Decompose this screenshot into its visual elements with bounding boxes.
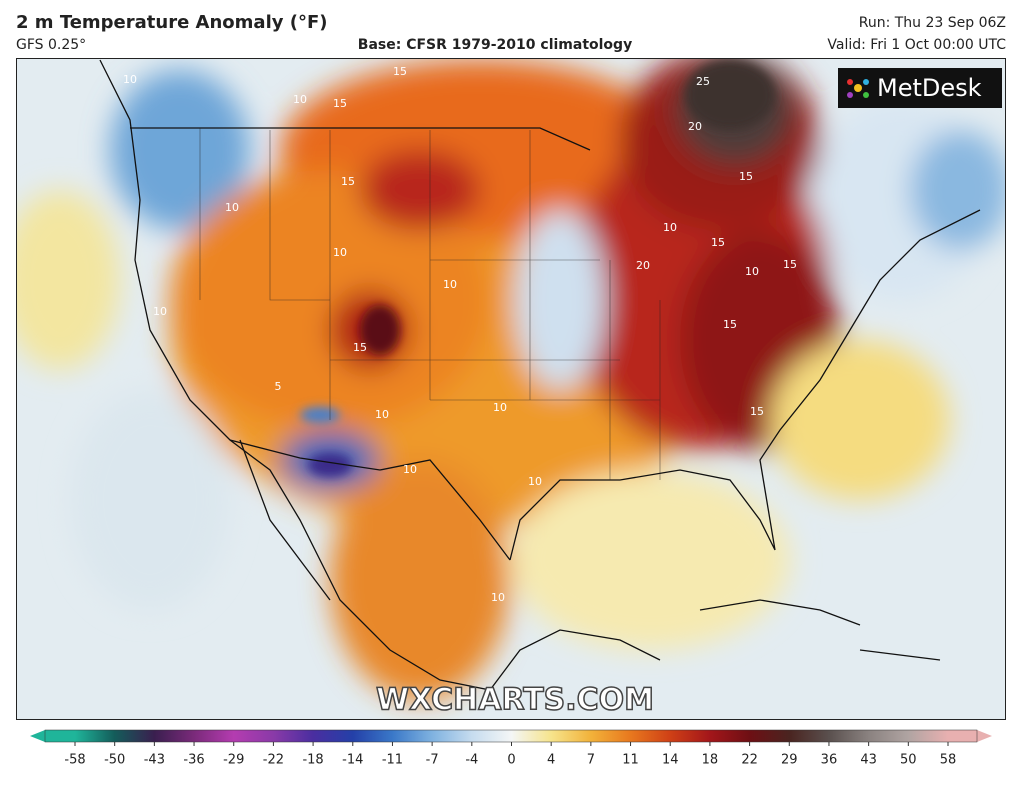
logo-icon	[847, 79, 869, 98]
legend-right-tip	[977, 730, 992, 742]
contour-label: 10	[333, 246, 347, 259]
contour-label: 15	[341, 175, 355, 188]
map: 10 15 10 15 25 20 15 15 10 10 15 20 10 15 15 10 10 15 10 10…	[17, 59, 1005, 719]
legend-label: -18	[302, 753, 323, 768]
legend-label: 50	[900, 753, 917, 768]
contour-label: 15	[333, 97, 347, 110]
contour-label: 20	[688, 120, 702, 133]
legend-label: 7	[587, 753, 595, 768]
legend-label: 58	[940, 753, 957, 768]
legend-label: -14	[342, 753, 363, 768]
legend-label: -11	[382, 753, 403, 768]
watermark: WXCHARTS.COM	[376, 683, 654, 718]
contour-label: 10	[663, 221, 677, 234]
legend-label: -36	[183, 753, 204, 768]
contour-label: 10	[293, 93, 307, 106]
legend-label: -7	[426, 753, 439, 768]
legend-label: -29	[223, 753, 244, 768]
base: Base: CFSR 1979-2010 climatology	[358, 37, 632, 53]
legend-left-tip	[30, 730, 45, 742]
contour-label: 15	[393, 65, 407, 78]
legend-label: 14	[662, 753, 679, 768]
legend-label: 11	[622, 753, 639, 768]
contour-label: 10	[123, 73, 137, 86]
contour-label: 5	[275, 380, 282, 393]
contour-label: 15	[723, 318, 737, 331]
legend-label: 36	[821, 753, 838, 768]
contour-label: 10	[493, 401, 507, 414]
contour-label: 10	[375, 408, 389, 421]
legend-label: 4	[547, 753, 555, 768]
model: GFS 0.25°	[16, 37, 86, 53]
logo-box	[838, 68, 1002, 108]
title: 2 m Temperature Anomaly (°F)	[16, 12, 327, 33]
contour-label: 10	[528, 475, 542, 488]
contour-label: 15	[353, 341, 367, 354]
legend-label: 18	[702, 753, 719, 768]
legend-bar	[44, 729, 978, 743]
contour-label: 15	[711, 236, 725, 249]
legend-label: -4	[465, 753, 478, 768]
map-frame	[16, 58, 1006, 720]
run: Run: Thu 23 Sep 06Z	[859, 15, 1006, 31]
contour-label: 10	[225, 201, 239, 214]
valid: Valid: Fri 1 Oct 00:00 UTC	[827, 37, 1006, 53]
contour-label: 15	[739, 170, 753, 183]
logo: MetDesk	[877, 74, 982, 102]
contour-label: 10	[745, 265, 759, 278]
legend-label: 43	[860, 753, 877, 768]
legend-label: -43	[144, 753, 165, 768]
legend-label: -50	[104, 753, 125, 768]
contour-label: 10	[443, 278, 457, 291]
contour-label: 15	[750, 405, 764, 418]
legend-label: -22	[263, 753, 284, 768]
contour-label: 10	[403, 463, 417, 476]
legend-label: 0	[507, 753, 515, 768]
contour-label: 10	[491, 591, 505, 604]
contour-label: 10	[153, 305, 167, 318]
contour-label: 20	[636, 259, 650, 272]
legend-label: -58	[64, 753, 85, 768]
contour-label: 15	[783, 258, 797, 271]
contour-label: 25	[696, 75, 710, 88]
legend-label: 22	[741, 753, 758, 768]
legend-label: 29	[781, 753, 798, 768]
